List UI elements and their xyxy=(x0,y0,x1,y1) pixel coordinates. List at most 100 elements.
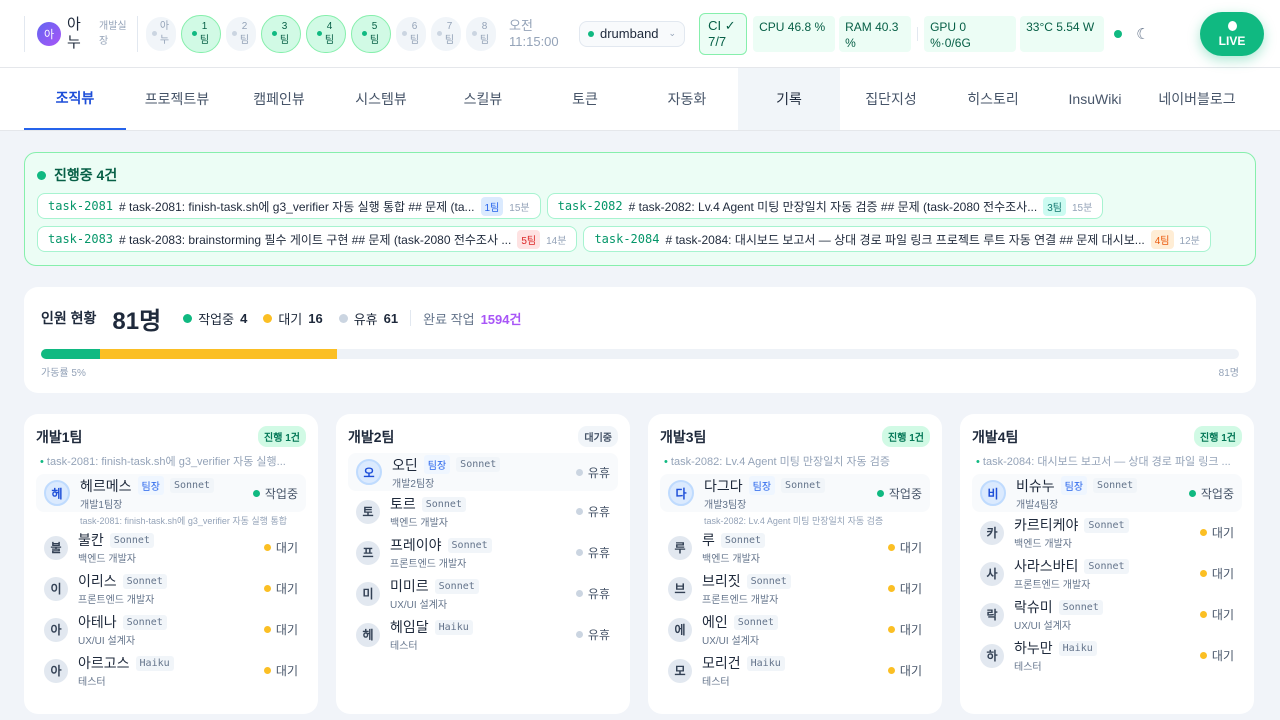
task-item[interactable]: task-2081 # task-2081: finish-task.sh에 g3… xyxy=(37,193,541,219)
task-item[interactable]: task-2084 # task-2084: 대시보드 보고서 — 상대 경로 파… xyxy=(583,226,1211,252)
member-row[interactable]: 아 아르고스 Haiku 테스터 대기 xyxy=(36,650,306,691)
member-row[interactable]: 오 오딘 팀장 Sonnet 개발2팀장 유휴 xyxy=(348,453,618,491)
status-dot xyxy=(1199,652,1207,659)
member-row[interactable]: 카 카르티케야 Sonnet 백엔드 개발자 대기 xyxy=(972,512,1242,553)
member-row[interactable]: 헤 헤르메스 팀장 Sonnet 개발1팀장 작업중 xyxy=(36,474,306,512)
member-row[interactable]: 사 사라스바티 Sonnet 프론트엔드 개발자 대기 xyxy=(972,553,1242,594)
team-chip[interactable]: 7팀 xyxy=(431,16,461,51)
member-row[interactable]: 락 락슈미 Sonnet UX/UI 설계자 대기 xyxy=(972,594,1242,635)
member-row[interactable]: 다 다그다 팀장 Sonnet 개발3팀장 작업중 xyxy=(660,474,930,512)
model-tag: Sonnet xyxy=(434,578,479,594)
tab-11[interactable]: 네이버블로그 xyxy=(1158,91,1236,107)
member-avatar: 이 xyxy=(44,576,68,601)
model-tag: Sonnet xyxy=(1058,599,1103,615)
member-name: 토르 xyxy=(390,496,416,512)
user-name: 아누 xyxy=(67,15,81,51)
team-current-task: • task-2081: finish-task.sh에 g3_verifier… xyxy=(40,456,286,468)
model-tag: Sonnet xyxy=(733,614,778,630)
member-name: 사라스바티 xyxy=(1014,558,1079,574)
task-item[interactable]: task-2083 # task-2083: brainstorming 필수 게… xyxy=(37,226,578,252)
member-role: 테스터 xyxy=(1014,662,1042,673)
task-item[interactable]: task-2082 # task-2082: Lv.4 Agent 미팅 만장일치… xyxy=(546,193,1104,219)
live-button[interactable]: LIVE xyxy=(1200,12,1264,56)
cpu-meter: CPU 46.8 % xyxy=(753,15,836,52)
member-avatar: 불 xyxy=(44,535,68,560)
chevron-down-icon: ⌄ xyxy=(668,28,677,38)
user-avatar: 아 xyxy=(37,21,61,46)
tab-10[interactable]: InsuWiki xyxy=(1068,91,1122,107)
tab-8[interactable]: 집단지성 xyxy=(865,91,917,107)
user-role: 개발실장 xyxy=(99,20,127,47)
member-role: 테스터 xyxy=(702,677,730,688)
lead-badge: 팀장 xyxy=(1060,476,1088,495)
member-status: 대기 xyxy=(899,582,922,596)
member-row[interactable]: 브 브리짓 Sonnet 프론트엔드 개발자 대기 xyxy=(660,568,930,609)
ci-status[interactable]: CI ✓ 7/7 xyxy=(699,12,748,55)
member-role: 프론트엔드 개발자 xyxy=(78,595,155,606)
member-row[interactable]: 미 미미르 Sonnet UX/UI 설계자 유휴 xyxy=(348,573,618,614)
tab-5[interactable]: 토큰 xyxy=(572,91,598,107)
member-row[interactable]: 이 이리스 Sonnet 프론트엔드 개발자 대기 xyxy=(36,568,306,609)
moon-icon[interactable]: ☾ xyxy=(1136,25,1150,43)
member-row[interactable]: 모 모리건 Haiku 테스터 대기 xyxy=(660,650,930,691)
member-avatar: 아 xyxy=(44,658,68,683)
member-role: 개발3팀장 xyxy=(704,499,747,511)
team-chip-label: 6팀 xyxy=(409,20,420,46)
team-chip[interactable]: 2팀 xyxy=(226,16,256,51)
team-chip[interactable]: 4팀 xyxy=(306,14,346,53)
member-row[interactable]: 에 에인 Sonnet UX/UI 설계자 대기 xyxy=(660,609,930,650)
member-name: 프레이야 xyxy=(390,537,442,553)
task-id: task-2082 xyxy=(557,199,623,213)
task-text: # task-2082: Lv.4 Agent 미팅 만장일치 자동 검증 ##… xyxy=(628,199,1038,214)
task-age: 14분 xyxy=(546,235,567,247)
member-task: task-2082: Lv.4 Agent 미팅 만장일치 자동 검증 xyxy=(704,516,884,526)
status-dot xyxy=(471,31,477,36)
team-chip[interactable]: 1팀 xyxy=(181,14,221,53)
tab-2[interactable]: 캠페인뷰 xyxy=(253,91,305,107)
status-dot xyxy=(887,585,895,592)
member-row[interactable]: 루 루 Sonnet 백엔드 개발자 대기 xyxy=(660,527,930,568)
team-name: 개발3팀 xyxy=(660,428,707,445)
team-chip[interactable]: 3팀 xyxy=(261,14,301,53)
divider xyxy=(137,15,138,52)
tab-9[interactable]: 히스토리 xyxy=(967,91,1019,107)
member-avatar: 브 xyxy=(668,576,692,601)
team-chip[interactable]: 5팀 xyxy=(351,14,391,53)
member-role: 테스터 xyxy=(78,677,106,688)
tab-7[interactable]: 기록 xyxy=(738,68,840,130)
member-row[interactable]: 프 프레이야 Sonnet 프론트엔드 개발자 유휴 xyxy=(348,532,618,573)
model-tag: Sonnet xyxy=(109,532,154,548)
member-avatar: 오 xyxy=(356,459,382,485)
member-role: 백엔드 개발자 xyxy=(1014,539,1072,550)
tab-4[interactable]: 스킬뷰 xyxy=(463,91,503,107)
power-meter: 33°C 5.54 W xyxy=(1020,15,1105,52)
team-chip[interactable]: 8팀 xyxy=(466,16,496,51)
member-avatar: 모 xyxy=(668,658,692,683)
member-row[interactable]: 아 아테나 Sonnet UX/UI 설계자 대기 xyxy=(36,609,306,650)
member-role: UX/UI 설계자 xyxy=(390,600,448,611)
tab-6[interactable]: 자동화 xyxy=(667,91,707,107)
status-dot xyxy=(361,31,367,36)
model-tag: Haiku xyxy=(1058,640,1097,656)
member-row[interactable]: 헤 헤임달 Haiku 테스터 유휴 xyxy=(348,614,618,655)
member-row[interactable]: 불 불칸 Sonnet 백엔드 개발자 대기 xyxy=(36,527,306,568)
team-chip[interactable]: 6팀 xyxy=(396,16,426,51)
team-chip[interactable]: 아누 xyxy=(146,16,176,51)
tab-0[interactable]: 조직뷰 xyxy=(24,68,126,130)
member-avatar: 하 xyxy=(980,643,1004,668)
member-row[interactable]: 토 토르 Sonnet 백엔드 개발자 유휴 xyxy=(348,491,618,532)
utilization-bar xyxy=(41,349,1239,359)
tab-3[interactable]: 시스템뷰 xyxy=(355,91,407,107)
working-dot xyxy=(183,313,193,323)
member-avatar: 다 xyxy=(668,480,694,506)
member-row[interactable]: 하 하누만 Haiku 테스터 대기 xyxy=(972,635,1242,676)
tab-1[interactable]: 프로젝트뷰 xyxy=(144,91,210,107)
member-row[interactable]: 비 비슈누 팀장 Sonnet 개발4팀장 작업중 xyxy=(972,474,1242,512)
model-tag: Sonnet xyxy=(447,537,492,553)
member-role: 백엔드 개발자 xyxy=(702,554,760,565)
status-dot xyxy=(37,170,46,180)
member-status: 대기 xyxy=(899,623,922,637)
project-name: drumband xyxy=(600,26,659,41)
project-select[interactable]: drumband ⌄ xyxy=(579,20,686,47)
team-chip-label: 1팀 xyxy=(199,20,210,46)
